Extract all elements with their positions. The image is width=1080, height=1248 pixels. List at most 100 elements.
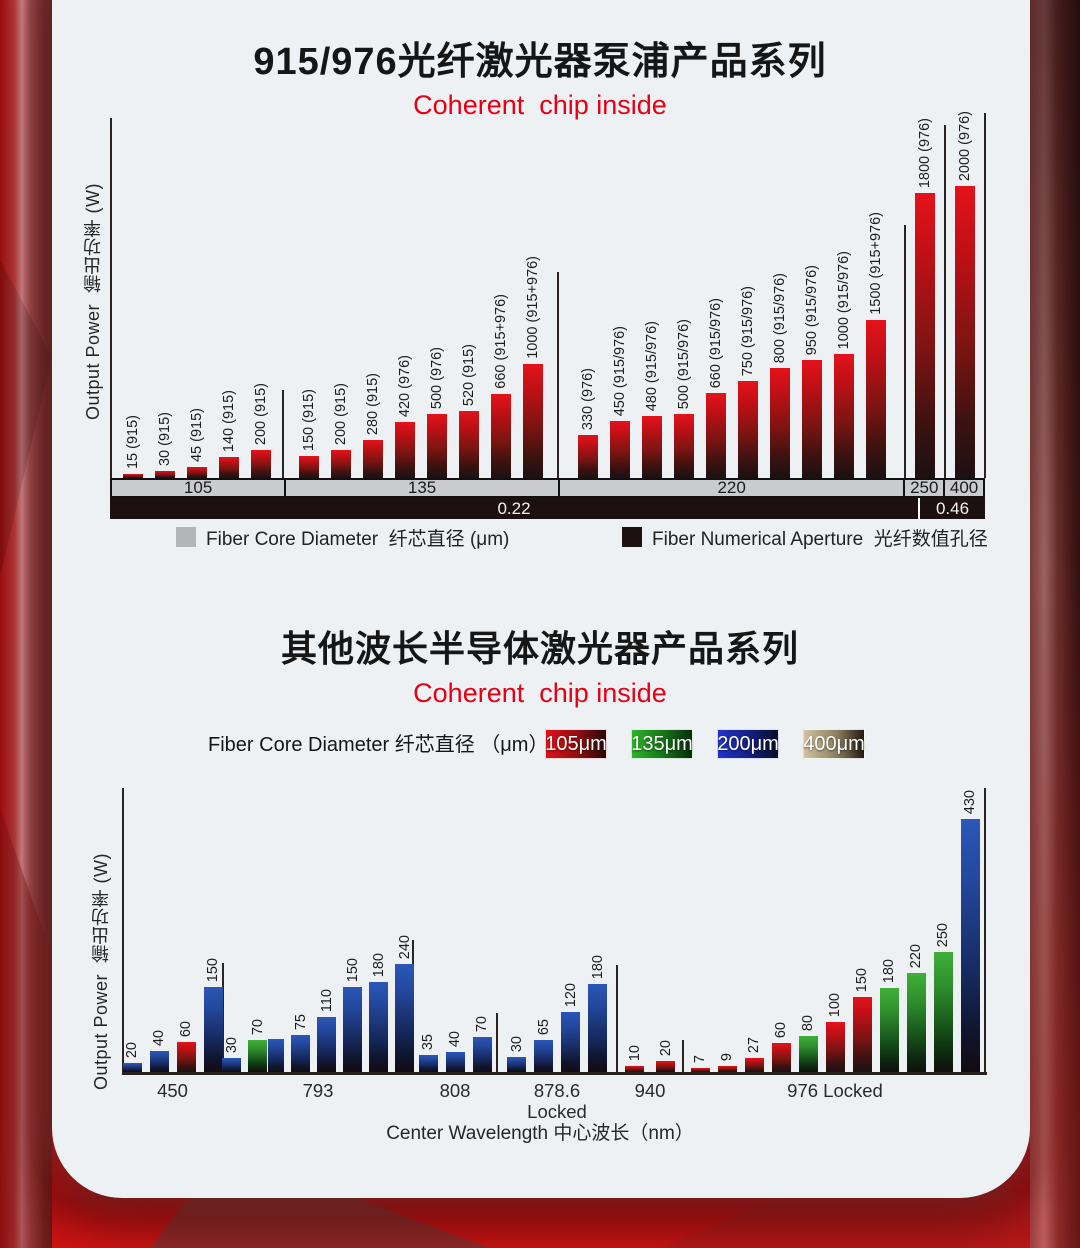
bar [656,1061,675,1072]
legend-chip-105μm: 105μm [545,729,607,759]
bar-slot: 430 [960,790,980,1072]
chart2-y-axis-line [122,788,124,1072]
bar-value-label: 150 [853,967,870,992]
bar-value-label: 60 [177,1020,194,1037]
bar-slot: 750 (915/976) [737,286,758,478]
bar [291,1035,310,1072]
bar-value-label: 950 (915/976) [803,264,820,355]
bar-group-940: 10 20 [617,1040,683,1072]
bar [955,186,975,478]
chart1-numerical-aperture-band: 0.22 0.46 [110,498,985,519]
group-divider-line [616,965,618,1072]
bar-slot: 800 (915/976) [769,273,790,478]
bar-slot: 660 (915/976) [705,298,726,478]
bar [369,982,388,1072]
chart1-y-axis-line [110,118,112,478]
chart2-y-axis-label: Output Power 输出功率 (W) [91,852,111,1090]
bar-slot: 30 [222,1037,241,1072]
chart1-y-axis-label: Output Power 输出功率 (W) [83,182,103,420]
bar-slot: 20 [656,1040,675,1072]
bar [933,952,953,1072]
core-diameter-segment: 135 [284,478,558,497]
bar-slot: 240 [395,935,414,1072]
bar-group-135: 150 (915) 200 (915) 280 (915) 420 (976) 500 … [283,256,558,478]
bar-slot: 1000 (915/976) [833,251,854,478]
bar [472,1037,492,1072]
bar-value-label: 250 [934,922,951,947]
bar [744,1058,764,1072]
legend-label: Fiber Core Diameter 纤芯直径 (μm) [206,528,510,550]
bar-value-label: 10 [626,1044,643,1061]
bar-slot: 65 [534,1019,553,1072]
bar [625,1066,644,1072]
bar [186,467,207,478]
bar-slot: 30 [507,1036,526,1072]
bar-slot: 140 (915) [218,390,239,478]
bar-value-label: 70 [249,1018,266,1035]
chart2-x-axis-label: Center Wavelength 中心波长（nm） [386,1123,694,1144]
chart1-subtitle: Coherent chip inside [413,90,667,120]
group-divider-line [222,963,224,1072]
bar-slot: 40 [445,1031,465,1072]
bar-value-label: 180 [880,958,897,983]
bar-group-450: 20 40 60 150 [122,958,223,1072]
bar-slot: 20 [122,1042,142,1072]
bar-slot: 950 (915/976) [801,265,822,478]
bar-value-label: 70 [473,1015,490,1032]
bar [149,1051,169,1072]
bar-value-label: 110 [318,988,335,1012]
bar [522,364,543,478]
bar-value-label: 220 [907,943,924,968]
bar-value-label: 60 [772,1021,789,1038]
bar [534,1040,553,1072]
bar-value-label: 30 [223,1036,240,1053]
bar-group-976 Locked: 7 9 27 60 80 100 150 180 220 250 430 [683,790,987,1072]
bar [418,1055,438,1072]
bar-value-label: 180 [370,952,387,977]
background-left-border [0,0,52,1248]
bar-slot: 110 [317,989,336,1072]
legend-numerical-aperture: Fiber Numerical Aperture 光纤数值孔径 [622,526,988,550]
chart1-title: 915/976光纤激光器泵浦产品系列 [253,41,827,83]
bar [737,381,758,478]
bar-group-808: 35 40 70 [413,1016,497,1072]
bar-value-label: 150 (915) [300,388,317,451]
bar [960,819,980,1072]
bar-slot: 40 [149,1030,169,1072]
bar [833,354,854,478]
bar-slot: 80 [798,1015,818,1072]
bar [609,421,630,478]
bar-value-label: 45 (915) [188,407,205,462]
bar-slot: 15 (915) [122,415,143,478]
x-tick-940: 940 [634,1080,666,1101]
bar [362,440,383,478]
bar-value-label: 500 (915/976) [675,318,692,409]
bar-slot: 10 [625,1045,644,1072]
bar-slot: 60 [176,1021,196,1072]
bar [394,422,415,478]
bar-value-label: 200 (915) [332,382,349,445]
bar [690,1068,710,1072]
bar [458,411,479,478]
bar-value-label: 750 (915/976) [739,285,756,376]
gray-swatch-icon [176,527,196,547]
bar-slot: 30 (915) [154,412,175,478]
bar-value-label: 9 [718,1052,735,1061]
bar [717,1066,737,1072]
bar [798,1036,818,1072]
core-diameter-segment: 400 [943,478,983,497]
bar [298,456,319,478]
bar-group-105: 15 (915) 30 (915) 45 (915) 140 (915) 200 (91… [110,383,283,478]
legend-chip-400μm: 400μm [803,729,865,759]
group-divider-line [944,125,946,478]
bar-group-250: 1800 (976) [905,118,945,478]
bar-value-label: 1500 (915+976) [867,212,884,315]
bar-value-label: 20 [657,1039,674,1056]
bar-slot: 660 (915+976) [490,294,511,478]
legend-label: Fiber Numerical Aperture 光纤数值孔径 [652,528,988,550]
bar-value-label: 660 (915+976) [492,294,509,389]
bar-value-label: 35 [419,1033,436,1050]
bar-value-label: 520 (915) [460,343,477,406]
bar-value-label: 800 (915/976) [771,272,788,363]
